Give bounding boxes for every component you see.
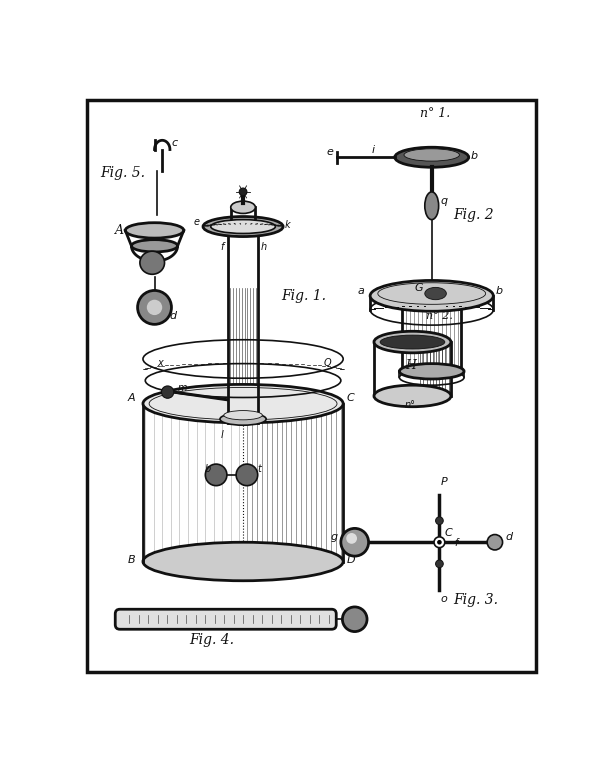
Ellipse shape <box>147 300 162 315</box>
Text: x: x <box>157 358 162 368</box>
Ellipse shape <box>346 533 357 544</box>
Text: c: c <box>171 138 178 148</box>
Ellipse shape <box>380 335 445 349</box>
Ellipse shape <box>140 251 165 275</box>
FancyBboxPatch shape <box>116 609 336 630</box>
Ellipse shape <box>162 386 174 399</box>
Ellipse shape <box>143 384 343 423</box>
Ellipse shape <box>239 188 247 196</box>
Text: n° 2.: n° 2. <box>426 311 452 321</box>
Ellipse shape <box>374 385 451 407</box>
Text: Fig. 1.: Fig. 1. <box>282 288 326 303</box>
Ellipse shape <box>342 607 367 632</box>
Ellipse shape <box>487 535 503 550</box>
Ellipse shape <box>434 537 445 548</box>
Ellipse shape <box>125 223 184 238</box>
Ellipse shape <box>211 220 275 233</box>
Ellipse shape <box>224 411 262 420</box>
Ellipse shape <box>370 281 493 311</box>
Text: C: C <box>444 528 452 538</box>
Ellipse shape <box>374 331 451 353</box>
Ellipse shape <box>236 464 258 486</box>
Text: Fig. 4.: Fig. 4. <box>189 633 234 647</box>
Text: n°: n° <box>405 399 416 409</box>
Text: Q: Q <box>324 358 331 368</box>
Ellipse shape <box>437 540 442 545</box>
Text: A: A <box>128 393 135 403</box>
Text: b: b <box>496 285 503 295</box>
Text: e: e <box>326 147 333 157</box>
Ellipse shape <box>425 192 438 220</box>
Text: C: C <box>346 393 354 403</box>
Text: d: d <box>170 311 177 321</box>
Ellipse shape <box>435 517 443 525</box>
Text: H: H <box>405 359 416 372</box>
Ellipse shape <box>425 288 446 300</box>
Text: P: P <box>441 477 447 487</box>
Ellipse shape <box>231 201 255 213</box>
Text: m: m <box>178 382 187 392</box>
Ellipse shape <box>395 147 469 168</box>
Text: q: q <box>441 196 448 207</box>
Text: k: k <box>285 220 290 230</box>
Ellipse shape <box>435 560 443 568</box>
Text: n° 1.: n° 1. <box>420 107 451 120</box>
Ellipse shape <box>341 529 368 556</box>
Text: A: A <box>114 224 123 237</box>
Text: o: o <box>441 594 447 604</box>
Text: e: e <box>194 217 200 227</box>
Text: B: B <box>128 555 135 565</box>
Ellipse shape <box>131 239 178 252</box>
Text: h: h <box>261 242 267 252</box>
Text: l: l <box>221 430 224 441</box>
Text: a: a <box>357 285 364 295</box>
Text: G: G <box>415 283 423 293</box>
Text: d: d <box>506 532 513 542</box>
Text: f: f <box>455 538 458 548</box>
Text: Fig. 5.: Fig. 5. <box>100 165 146 180</box>
Ellipse shape <box>206 464 227 486</box>
Text: Fig. 2: Fig. 2 <box>454 208 494 222</box>
Text: i: i <box>371 145 375 155</box>
Ellipse shape <box>399 363 464 379</box>
Ellipse shape <box>143 542 343 581</box>
Ellipse shape <box>404 148 460 161</box>
Text: Fig. 3.: Fig. 3. <box>454 593 499 607</box>
Text: f: f <box>221 242 224 252</box>
Ellipse shape <box>203 216 283 236</box>
Ellipse shape <box>220 413 266 425</box>
Text: D: D <box>346 555 355 565</box>
Text: t: t <box>257 464 261 474</box>
Text: b: b <box>471 151 478 161</box>
Text: g: g <box>331 532 338 542</box>
Text: b: b <box>204 464 211 474</box>
Ellipse shape <box>137 291 171 324</box>
